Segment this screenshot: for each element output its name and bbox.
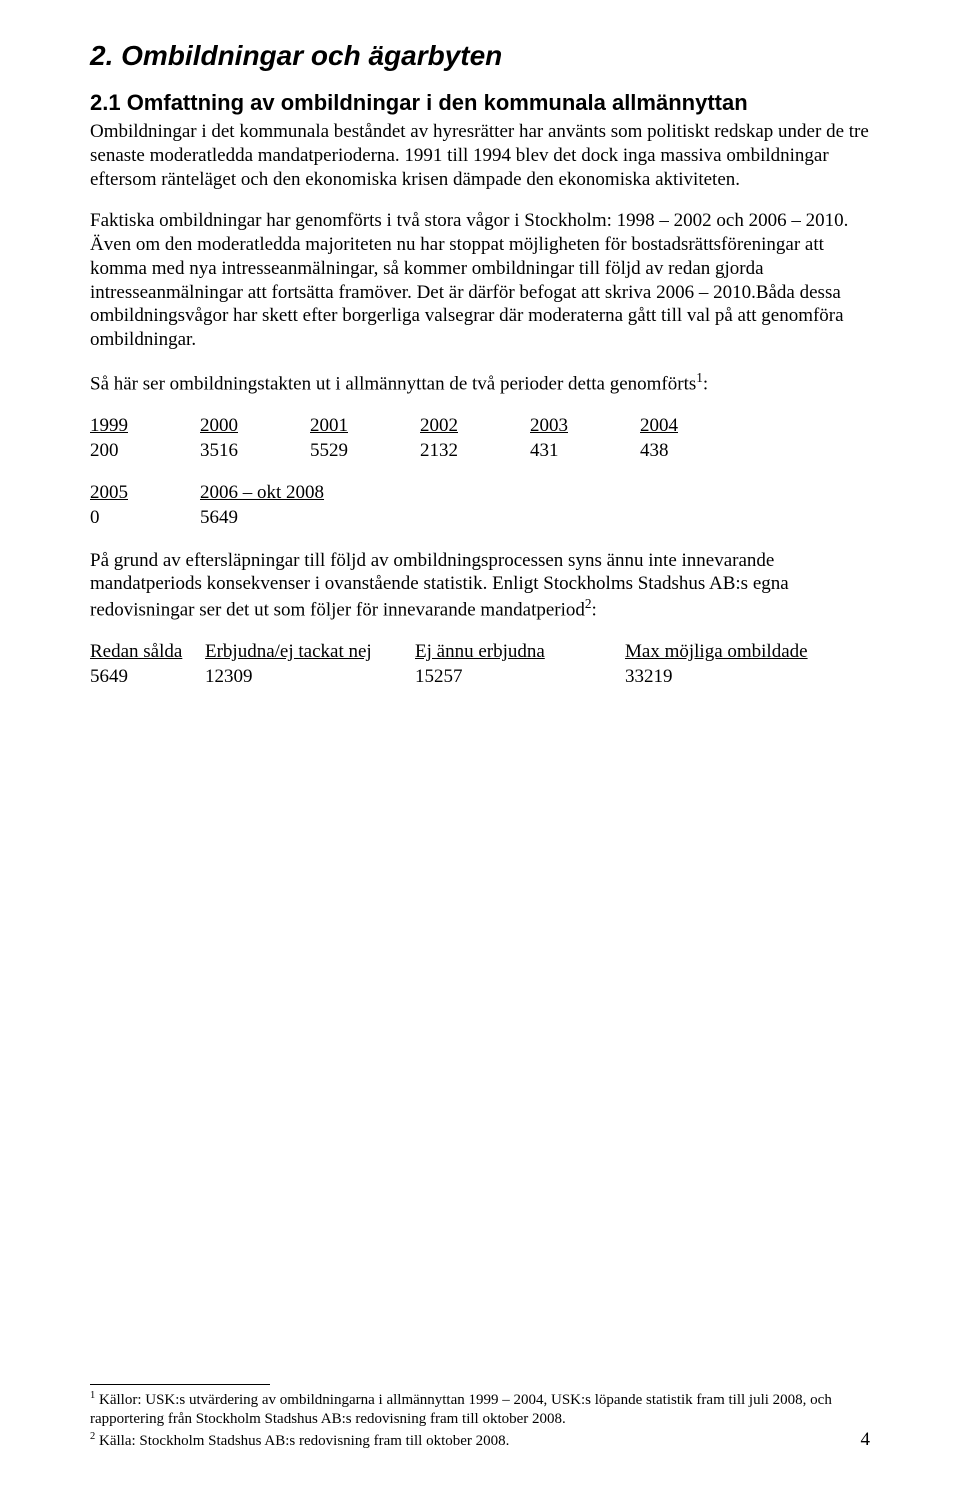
table-header: Max möjliga ombildade [625,640,845,665]
table-3: Redan sålda Erbjudna/ej tackat nej Ej än… [90,640,870,689]
table-header: 2003 [530,414,640,439]
paragraph-1: Ombildningar i det kommunala beståndet a… [90,120,870,191]
table-header: 2001 [310,414,420,439]
footnote-ref-2: 2 [585,596,592,611]
footnote-2-text: Källa: Stockholm Stadshus AB:s redovisni… [95,1433,509,1449]
table-cell: 12309 [205,665,415,690]
table-cell: 2132 [420,439,530,464]
table-1: 1999 2000 2001 2002 2003 2004 200 3516 5… [90,414,870,463]
table-2: 2005 2006 – okt 2008 0 5649 [90,481,870,530]
table-header: 2002 [420,414,530,439]
table-header: Redan sålda [90,640,205,665]
table-header: Erbjudna/ej tackat nej [205,640,415,665]
table-cell: 5529 [310,439,420,464]
paragraph-3-suffix: : [703,373,708,394]
table-row: 200 3516 5529 2132 431 438 [90,439,870,464]
table-cell: 15257 [415,665,625,690]
footnote-1: 1 Källor: USK:s utvärdering av ombildnin… [90,1389,870,1430]
paragraph-2: Faktiska ombildningar har genomförts i t… [90,209,870,352]
table-cell: 438 [640,439,750,464]
table-row: 0 5649 [90,506,870,531]
table-row: 2005 2006 – okt 2008 [90,481,870,506]
paragraph-3: Så här ser ombildningstakten ut i allmän… [90,370,870,396]
document-page: 2. Ombildningar och ägarbyten 2.1 Omfatt… [0,0,960,1491]
table-header: 2000 [200,414,310,439]
table-header: 1999 [90,414,200,439]
heading-2: 2. Ombildningar och ägarbyten [90,40,870,72]
table-header: 2005 [90,481,200,506]
table-row: 1999 2000 2001 2002 2003 2004 [90,414,870,439]
table-header: 2004 [640,414,750,439]
table-header: Ej ännu erbjudna [415,640,625,665]
paragraph-4-text: På grund av eftersläpningar till följd a… [90,550,789,621]
footnote-rule [90,1384,270,1385]
table-cell: 3516 [200,439,310,464]
table-cell: 431 [530,439,640,464]
table-cell: 0 [90,506,200,531]
page-number: 4 [861,1429,871,1451]
table-cell: 5649 [200,506,380,531]
table-cell: 33219 [625,665,845,690]
heading-3: 2.1 Omfattning av ombildningar i den kom… [90,90,870,116]
footnote-2: 2 Källa: Stockholm Stadshus AB:s redovis… [90,1430,870,1452]
table-header: 2006 – okt 2008 [200,481,380,506]
table-row: 5649 12309 15257 33219 [90,665,870,690]
footnote-1-text: Källor: USK:s utvärdering av ombildninga… [90,1392,832,1428]
paragraph-4: På grund av eftersläpningar till följd a… [90,549,870,623]
table-cell: 5649 [90,665,205,690]
paragraph-3-text: Så här ser ombildningstakten ut i allmän… [90,373,696,394]
footnote-ref-1: 1 [696,370,703,385]
paragraph-4-suffix: : [592,599,597,620]
footnotes: 1 Källor: USK:s utvärdering av ombildnin… [90,1384,870,1452]
table-row: Redan sålda Erbjudna/ej tackat nej Ej än… [90,640,870,665]
table-cell: 200 [90,439,200,464]
